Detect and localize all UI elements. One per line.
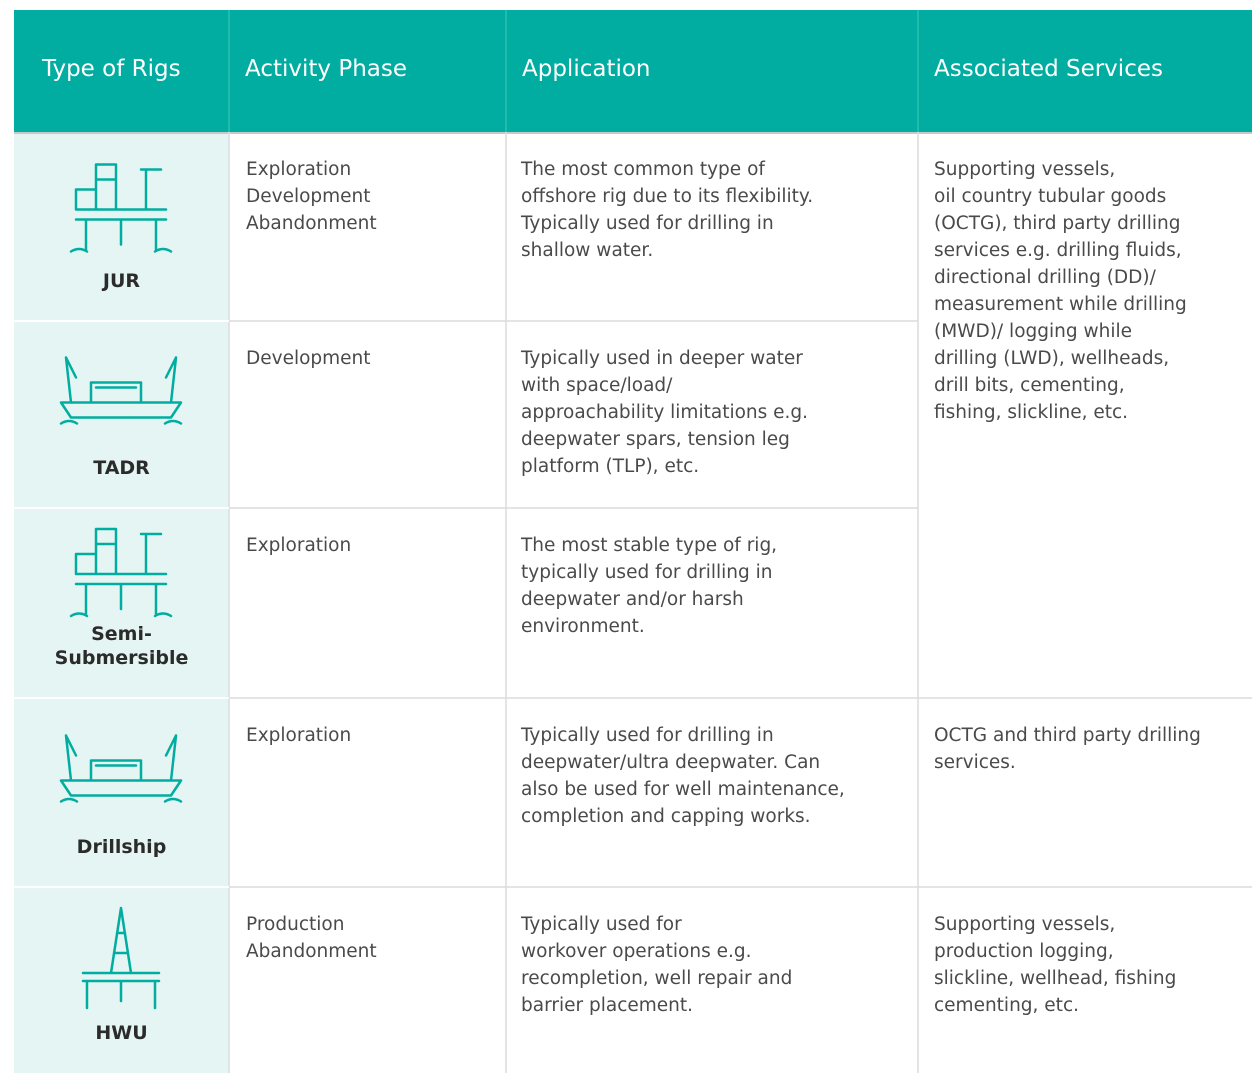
application-line: approachability limitations e.g. <box>521 402 809 423</box>
rig-icon <box>59 734 183 803</box>
header-cell: Application <box>522 56 651 82</box>
phase-line: Exploration <box>246 159 352 180</box>
services-line: services. <box>934 752 1016 773</box>
services-line: drill bits, cementing, <box>934 375 1125 396</box>
rig-name: Semi- <box>91 623 152 645</box>
services-line: measurement while drilling <box>934 294 1187 315</box>
application-line: Typically used for drilling in <box>521 213 774 234</box>
icon-part <box>59 356 183 425</box>
application-line: Typically used for <box>521 914 682 935</box>
rig-name: Submersible <box>54 647 189 669</box>
header-bg <box>14 10 1252 132</box>
header-cell: Activity Phase <box>245 56 407 82</box>
phase-line: Exploration <box>246 725 352 746</box>
phase-line: Abandonment <box>246 941 377 962</box>
services-line: fishing, slickline, etc. <box>934 402 1129 423</box>
application-line: shallow water. <box>521 240 654 261</box>
phase-line: Production <box>246 914 345 935</box>
phase-line: Development <box>246 186 371 207</box>
phase-line: Abandonment <box>246 213 377 234</box>
services-line: production logging, <box>934 941 1114 962</box>
icon-part <box>59 734 183 803</box>
services-line: OCTG and third party drilling <box>934 725 1201 746</box>
services-line: services e.g. drilling fluids, <box>934 240 1182 261</box>
application-line: workover operations e.g. <box>521 941 752 962</box>
application-line: environment. <box>521 616 645 637</box>
header-cell: Type of Rigs <box>42 56 181 82</box>
rig-icon <box>59 356 183 425</box>
services-line: slickline, wellhead, fishing <box>934 968 1177 989</box>
icon-part <box>69 163 173 253</box>
application-line: also be used for well maintenance, <box>521 779 845 800</box>
services-line: drilling (LWD), wellheads, <box>934 348 1170 369</box>
application-line: with space/load/ <box>521 375 673 396</box>
icon-part <box>81 906 161 1010</box>
application-line: Typically used in deeper water <box>521 348 803 369</box>
services-line: (MWD)/ logging while <box>934 321 1132 342</box>
application-line: deepwater and/or harsh <box>521 589 744 610</box>
services-line: cementing, etc. <box>934 995 1079 1016</box>
application-line: platform (TLP), etc. <box>521 456 700 477</box>
application-line: completion and capping works. <box>521 806 811 827</box>
rig-name: HWU <box>95 1022 148 1044</box>
phase-line: Exploration <box>246 535 352 556</box>
services-line: (OCTG), third party drilling <box>934 213 1181 234</box>
application-line: The most stable type of rig, <box>521 535 778 556</box>
rig-icon <box>69 163 173 253</box>
header-cell: Associated Services <box>934 56 1163 82</box>
rig-name: TADR <box>93 457 150 479</box>
application-line: typically used for drilling in <box>521 562 773 583</box>
icon-part <box>69 527 173 618</box>
services-line: directional drilling (DD)/ <box>934 267 1156 288</box>
application-line: barrier placement. <box>521 995 694 1016</box>
phase-line: Development <box>246 348 371 369</box>
application-line: deepwater spars, tension leg <box>521 429 790 450</box>
rig-name: JUR <box>102 270 141 292</box>
application-line: offshore rig due to its flexibility. <box>521 186 814 207</box>
services-line: oil country tubular goods <box>934 186 1167 207</box>
services-line: Supporting vessels, <box>934 159 1116 180</box>
application-line: deepwater/ultra deepwater. Can <box>521 752 821 773</box>
rig-icon <box>69 527 173 618</box>
application-line: Typically used for drilling in <box>521 725 774 746</box>
application-line: recompletion, well repair and <box>521 968 793 989</box>
application-line: The most common type of <box>521 159 765 180</box>
rig-name: Drillship <box>76 836 167 858</box>
services-line: Supporting vessels, <box>934 914 1116 935</box>
rig-icon <box>81 906 161 1010</box>
